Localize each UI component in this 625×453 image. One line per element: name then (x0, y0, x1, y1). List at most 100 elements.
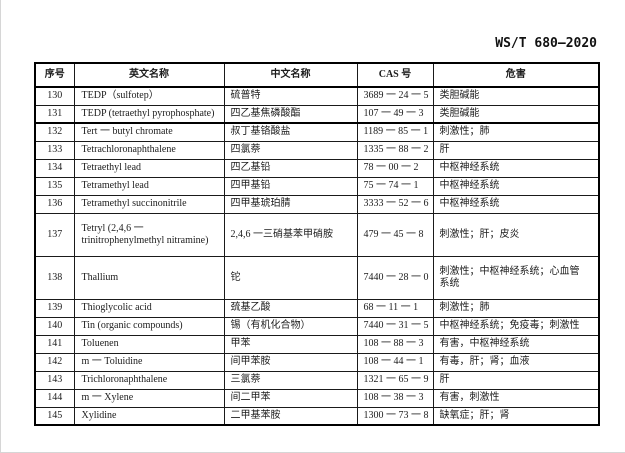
hazard-table: 序号 英文名称 中文名称 CAS 号 危害 130 TEDP（sulfotep）… (34, 62, 600, 426)
cell-hazard: 有害，刺激性 (432, 388, 600, 408)
cell-serial-number: 130 (34, 86, 75, 106)
cell-english-name: Toluenen (73, 334, 225, 354)
cell-cas-number: 3333 一 52 一 6 (356, 194, 434, 214)
column-header-chinese-name: 中文名称 (223, 62, 358, 88)
cell-cas-number: 1335 一 88 一 2 (356, 140, 434, 160)
table-row: 140 Tin (organic compounds) 锡（有机化合物） 744… (34, 316, 600, 336)
cell-chinese-name: 四乙基铅 (223, 158, 358, 178)
table-body: 130 TEDP（sulfotep） 硫普特 3689 一 24 一 5 类胆碱… (34, 86, 600, 426)
cell-chinese-name: 间二甲苯 (223, 388, 358, 408)
cell-cas-number: 1300 一 73 一 8 (356, 406, 434, 426)
table-header: 序号 英文名称 中文名称 CAS 号 危害 (34, 62, 600, 88)
header-row: 序号 英文名称 中文名称 CAS 号 危害 (34, 62, 600, 88)
cell-hazard: 中枢神经系统；免疫毒；刺激性 (432, 316, 600, 336)
cell-cas-number: 108 一 88 一 3 (356, 334, 434, 354)
cell-serial-number: 141 (34, 334, 75, 354)
cell-hazard: 缺氧症；肝；肾 (432, 406, 600, 426)
cell-hazard: 有害，中枢神经系统 (432, 334, 600, 354)
cell-cas-number: 479 一 45 一 8 (356, 212, 434, 257)
cell-hazard: 刺激性；肝；皮炎 (432, 212, 600, 257)
table-row: 142 m 一 Toluidine 间甲苯胺 108 一 44 一 1 有毒，肝… (34, 352, 600, 372)
cell-cas-number: 75 一 74 一 1 (356, 176, 434, 196)
cell-english-name: Tetraethyl lead (73, 158, 225, 178)
table-row: 137 Tetryl (2,4,6 一 trinitrophenylmethyl… (34, 212, 600, 257)
cell-cas-number: 108 一 38 一 3 (356, 388, 434, 408)
cell-serial-number: 139 (34, 298, 75, 318)
cell-cas-number: 68 一 11 一 1 (356, 298, 434, 318)
cell-cas-number: 7440 一 31 一 5 (356, 316, 434, 336)
cell-english-name: Xylidine (73, 406, 225, 426)
cell-hazard: 中枢神经系统 (432, 194, 600, 214)
cell-cas-number: 1321 一 65 一 9 (356, 370, 434, 390)
table-row: 136 Tetramethyl succinonitrile 四甲基琥珀腈 33… (34, 194, 600, 214)
cell-english-name: Tetramethyl lead (73, 176, 225, 196)
cell-hazard: 类胆碱能 (432, 104, 600, 124)
cell-english-name: m 一 Xylene (73, 388, 225, 408)
cell-serial-number: 137 (34, 212, 75, 257)
cell-hazard: 肝 (432, 370, 600, 390)
cell-chinese-name: 三氯萘 (223, 370, 358, 390)
cell-hazard: 肝 (432, 140, 600, 160)
table-row: 130 TEDP（sulfotep） 硫普特 3689 一 24 一 5 类胆碱… (34, 86, 600, 106)
table-row: 133 Tetrachloronaphthalene 四氯萘 1335 一 88… (34, 140, 600, 160)
cell-hazard: 中枢神经系统 (432, 176, 600, 196)
cell-chinese-name: 巯基乙酸 (223, 298, 358, 318)
table-row: 139 Thioglycolic acid 巯基乙酸 68 一 11 一 1 刺… (34, 298, 600, 318)
table-row: 138 Thallium 铊 7440 一 28 一 0 刺激性；中枢神经系统；… (34, 255, 600, 300)
cell-hazard: 有毒，肝；肾；血液 (432, 352, 600, 372)
cell-hazard: 刺激性；肺 (432, 298, 600, 318)
table-row: 141 Toluenen 甲苯 108 一 88 一 3 有害，中枢神经系统 (34, 334, 600, 354)
cell-english-name: TEDP (tetraethyl pyrophosphate) (73, 104, 225, 124)
cell-serial-number: 131 (34, 104, 75, 124)
cell-chinese-name: 硫普特 (223, 86, 358, 106)
cell-serial-number: 132 (34, 122, 75, 142)
cell-serial-number: 135 (34, 176, 75, 196)
cell-serial-number: 136 (34, 194, 75, 214)
cell-serial-number: 138 (34, 255, 75, 300)
cell-hazard: 类胆碱能 (432, 86, 600, 106)
table-row: 145 Xylidine 二甲基苯胺 1300 一 73 一 8 缺氧症；肝；肾 (34, 406, 600, 426)
cell-chinese-name: 二甲基苯胺 (223, 406, 358, 426)
table-row: 131 TEDP (tetraethyl pyrophosphate) 四乙基焦… (34, 104, 600, 124)
cell-chinese-name: 甲苯 (223, 334, 358, 354)
cell-hazard: 刺激性；肺 (432, 122, 600, 142)
cell-english-name: Thallium (73, 255, 225, 300)
cell-cas-number: 108 一 44 一 1 (356, 352, 434, 372)
cell-serial-number: 143 (34, 370, 75, 390)
table-row: 134 Tetraethyl lead 四乙基铅 78 一 00 一 2 中枢神… (34, 158, 600, 178)
cell-cas-number: 78 一 00 一 2 (356, 158, 434, 178)
cell-serial-number: 142 (34, 352, 75, 372)
cell-english-name: Tetryl (2,4,6 一 trinitrophenylmethyl nit… (73, 212, 225, 257)
column-header-no: 序号 (34, 62, 75, 88)
cell-chinese-name: 铊 (223, 255, 358, 300)
cell-cas-number: 7440 一 28 一 0 (356, 255, 434, 300)
cell-hazard: 中枢神经系统 (432, 158, 600, 178)
cell-english-name: TEDP（sulfotep） (73, 86, 225, 106)
cell-chinese-name: 2,4,6 一三硝基苯甲硝胺 (223, 212, 358, 257)
table-row: 132 Tert 一 butyl chromate 叔丁基铬酸盐 1189 一 … (34, 122, 600, 142)
column-header-hazard: 危害 (432, 62, 600, 88)
cell-chinese-name: 叔丁基铬酸盐 (223, 122, 358, 142)
cell-cas-number: 1189 一 85 一 1 (356, 122, 434, 142)
cell-english-name: Trichloronaphthalene (73, 370, 225, 390)
cell-chinese-name: 四甲基琥珀腈 (223, 194, 358, 214)
column-header-english-name: 英文名称 (73, 62, 225, 88)
cell-english-name: Tert 一 butyl chromate (73, 122, 225, 142)
cell-serial-number: 144 (34, 388, 75, 408)
cell-serial-number: 134 (34, 158, 75, 178)
cell-english-name: Tetrachloronaphthalene (73, 140, 225, 160)
cell-serial-number: 145 (34, 406, 75, 426)
cell-chinese-name: 间甲苯胺 (223, 352, 358, 372)
cell-english-name: m 一 Toluidine (73, 352, 225, 372)
table-row: 135 Tetramethyl lead 四甲基铅 75 一 74 一 1 中枢… (34, 176, 600, 196)
standard-code: WS/T 680—2020 (495, 36, 597, 51)
cell-english-name: Thioglycolic acid (73, 298, 225, 318)
cell-hazard: 刺激性；中枢神经系统；心血管系统 (432, 255, 600, 300)
cell-cas-number: 107 一 49 一 3 (356, 104, 434, 124)
cell-cas-number: 3689 一 24 一 5 (356, 86, 434, 106)
table-row: 143 Trichloronaphthalene 三氯萘 1321 一 65 一… (34, 370, 600, 390)
cell-chinese-name: 四乙基焦磷酸酯 (223, 104, 358, 124)
cell-serial-number: 140 (34, 316, 75, 336)
cell-chinese-name: 锡（有机化合物） (223, 316, 358, 336)
